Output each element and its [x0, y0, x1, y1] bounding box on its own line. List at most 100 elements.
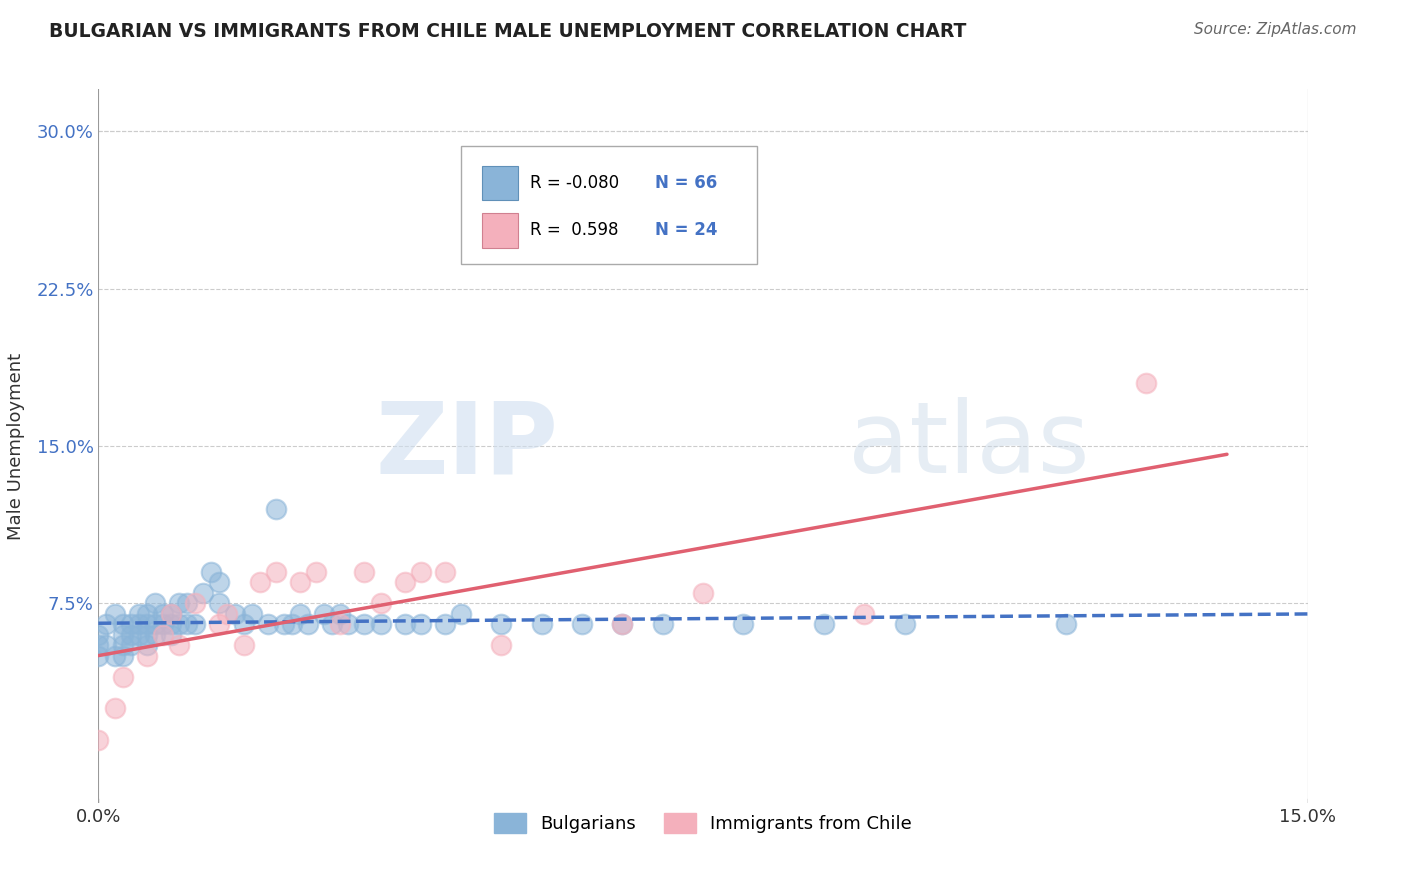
Point [111, 628, 134, 642]
FancyBboxPatch shape [482, 166, 517, 200]
Point [394, 575, 416, 590]
Point [120, 617, 142, 632]
Point [571, 617, 593, 632]
Point [208, 596, 231, 610]
Point [152, 628, 174, 642]
Point [167, 617, 190, 632]
Point [128, 607, 150, 621]
Point [208, 575, 231, 590]
Point [167, 596, 190, 610]
Point [217, 607, 239, 621]
Point [288, 575, 311, 590]
Point [329, 617, 352, 632]
Point [87, 732, 110, 747]
Point [853, 607, 876, 621]
Point [232, 639, 254, 653]
Point [160, 617, 183, 632]
Point [394, 617, 416, 632]
Text: N = 24: N = 24 [655, 221, 717, 239]
Legend: Bulgarians, Immigrants from Chile: Bulgarians, Immigrants from Chile [486, 805, 920, 840]
Point [893, 617, 915, 632]
Point [813, 617, 835, 632]
Point [111, 648, 134, 663]
FancyBboxPatch shape [461, 146, 758, 264]
Point [152, 617, 174, 632]
Point [491, 617, 513, 632]
Point [96, 617, 118, 632]
Point [143, 617, 166, 632]
Point [434, 565, 457, 579]
Point [273, 617, 295, 632]
Point [111, 617, 134, 632]
Point [208, 617, 231, 632]
Point [692, 586, 714, 600]
Point [1054, 617, 1077, 632]
Point [135, 639, 157, 653]
Point [184, 596, 207, 610]
Point [120, 628, 142, 642]
Point [160, 607, 183, 621]
Point [264, 502, 287, 516]
Point [160, 628, 183, 642]
Point [167, 639, 190, 653]
Text: R = -0.080: R = -0.080 [530, 174, 619, 192]
Point [143, 596, 166, 610]
Point [288, 607, 311, 621]
Point [409, 565, 432, 579]
Point [176, 596, 198, 610]
Point [409, 617, 432, 632]
Text: atlas: atlas [848, 398, 1090, 494]
Text: ZIP: ZIP [375, 398, 558, 494]
Text: BULGARIAN VS IMMIGRANTS FROM CHILE MALE UNEMPLOYMENT CORRELATION CHART: BULGARIAN VS IMMIGRANTS FROM CHILE MALE … [49, 22, 966, 41]
Text: N = 66: N = 66 [655, 174, 717, 192]
Point [103, 701, 125, 715]
Point [321, 617, 343, 632]
Point [337, 617, 360, 632]
Point [87, 628, 110, 642]
Point [87, 639, 110, 653]
Point [193, 586, 215, 600]
Point [651, 617, 673, 632]
Point [256, 617, 278, 632]
Point [160, 607, 183, 621]
Point [530, 617, 553, 632]
Point [135, 628, 157, 642]
Point [450, 607, 472, 621]
Point [128, 628, 150, 642]
Point [96, 639, 118, 653]
Point [143, 628, 166, 642]
Point [314, 607, 336, 621]
Point [733, 617, 755, 632]
Point [370, 596, 392, 610]
FancyBboxPatch shape [482, 213, 517, 248]
Point [176, 617, 198, 632]
Point [120, 639, 142, 653]
Point [353, 617, 375, 632]
Point [111, 639, 134, 653]
Point [111, 670, 134, 684]
Point [128, 617, 150, 632]
Point [135, 617, 157, 632]
Point [297, 617, 319, 632]
Point [135, 607, 157, 621]
Text: R =  0.598: R = 0.598 [530, 221, 619, 239]
Point [612, 617, 634, 632]
Point [103, 648, 125, 663]
Point [87, 648, 110, 663]
Point [491, 639, 513, 653]
Point [281, 617, 304, 632]
Point [200, 565, 222, 579]
Point [232, 617, 254, 632]
Point [249, 575, 271, 590]
Point [240, 607, 263, 621]
Y-axis label: Male Unemployment: Male Unemployment [7, 352, 25, 540]
Point [224, 607, 246, 621]
Point [434, 617, 457, 632]
Point [305, 565, 328, 579]
Point [1135, 376, 1157, 390]
Point [184, 617, 207, 632]
Point [152, 607, 174, 621]
Point [353, 565, 375, 579]
Point [612, 617, 634, 632]
Point [135, 648, 157, 663]
